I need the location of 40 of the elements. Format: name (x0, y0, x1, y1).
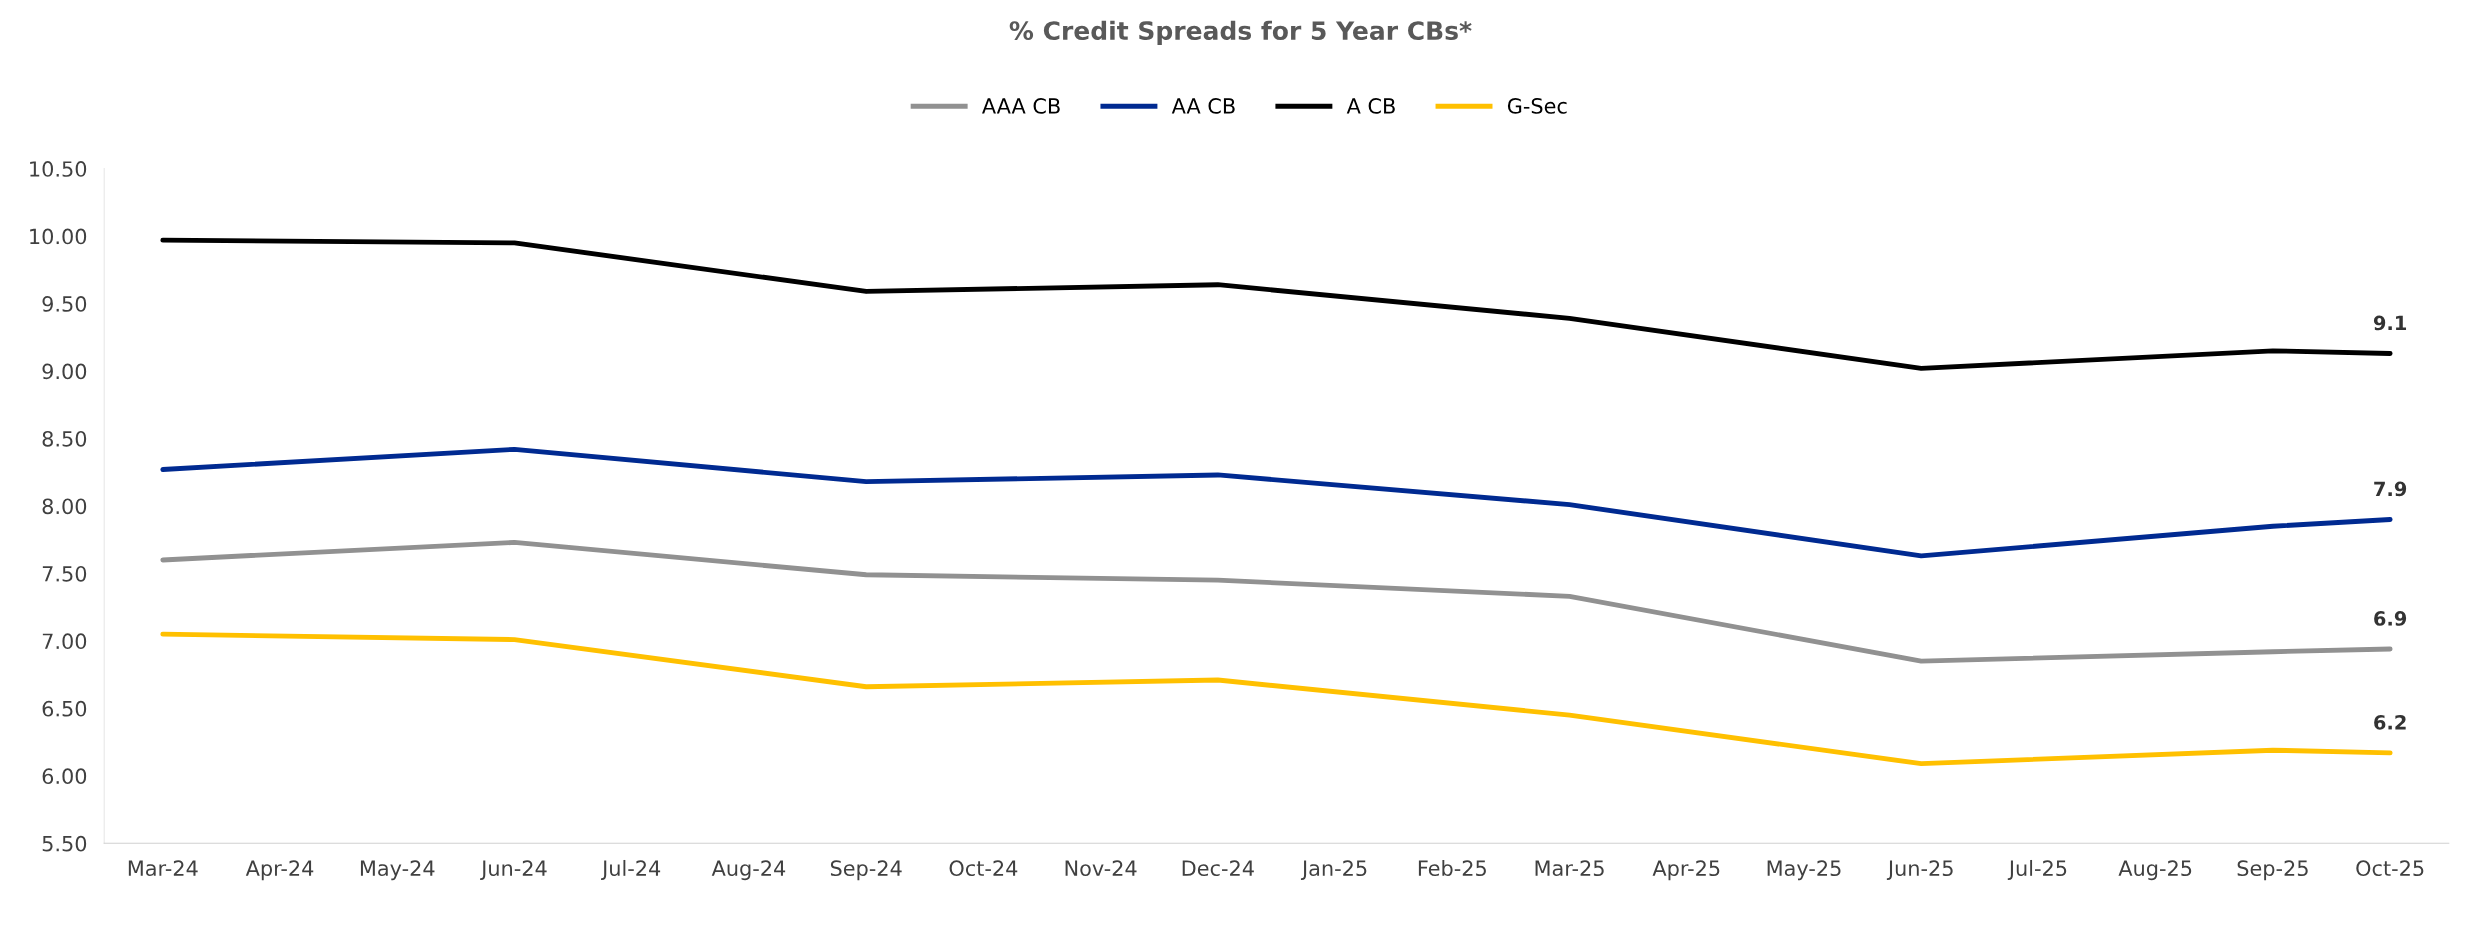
y-tick-label: 10.00 (30, 228, 87, 245)
x-tick-label: Aug-24 (711, 860, 786, 881)
y-tick-label: 7.00 (42, 633, 87, 650)
y-tick-label: 5.50 (42, 835, 87, 852)
y-tick-label: 7.50 (42, 565, 87, 582)
x-tick-label: Jul-25 (2007, 859, 2067, 880)
legend-label: AA CB (1171, 98, 1235, 114)
x-tick-label: Oct-24 (949, 860, 1018, 877)
x-tick-label: Feb-25 (1418, 859, 1486, 877)
x-tick-label: May-25 (1767, 860, 1841, 881)
y-tick-label: 6.50 (42, 700, 87, 717)
y-tick-label: 6.00 (42, 768, 87, 785)
x-tick-label: Mar-24 (128, 860, 198, 877)
x-tick-label: Jun-24 (480, 860, 547, 880)
data-label: 6.9 (2374, 611, 2407, 626)
x-tick-label: Apr-24 (245, 860, 314, 881)
x-tick-label: Apr-25 (1652, 860, 1720, 881)
data-label: 6.2 (2374, 714, 2406, 730)
x-tick-label: Dec-24 (1182, 860, 1254, 877)
legend-label: A CB (1346, 98, 1395, 114)
x-tick-label: Jan-25 (1300, 860, 1367, 880)
y-tick-label: 8.00 (42, 498, 87, 515)
y-tick-label: 9.50 (42, 296, 87, 312)
x-tick-label: Mar-25 (1535, 860, 1604, 877)
legend-label: G-Sec (1507, 98, 1567, 114)
x-tick-label: Aug-25 (2118, 860, 2192, 881)
y-tick-label: 9.00 (42, 363, 87, 380)
x-tick-label: Jun-25 (1886, 860, 1953, 880)
legend-label: AAA CB (982, 98, 1060, 114)
x-tick-label: Sep-25 (2237, 860, 2308, 881)
data-label: 9.1 (2373, 315, 2407, 331)
x-tick-label: Jul-24 (601, 859, 661, 880)
chart-title: % Credit Spreads for 5 Year CBs* (1009, 20, 1472, 45)
x-tick-label: Sep-24 (830, 860, 902, 881)
y-tick-label: 10.50 (30, 161, 87, 177)
x-tick-label: Nov-24 (1065, 860, 1137, 877)
x-tick-label: May-24 (360, 860, 435, 881)
x-tick-label: Oct-25 (2356, 860, 2424, 877)
y-tick-label: 8.50 (42, 430, 87, 447)
data-label: 7.9 (2374, 481, 2407, 497)
